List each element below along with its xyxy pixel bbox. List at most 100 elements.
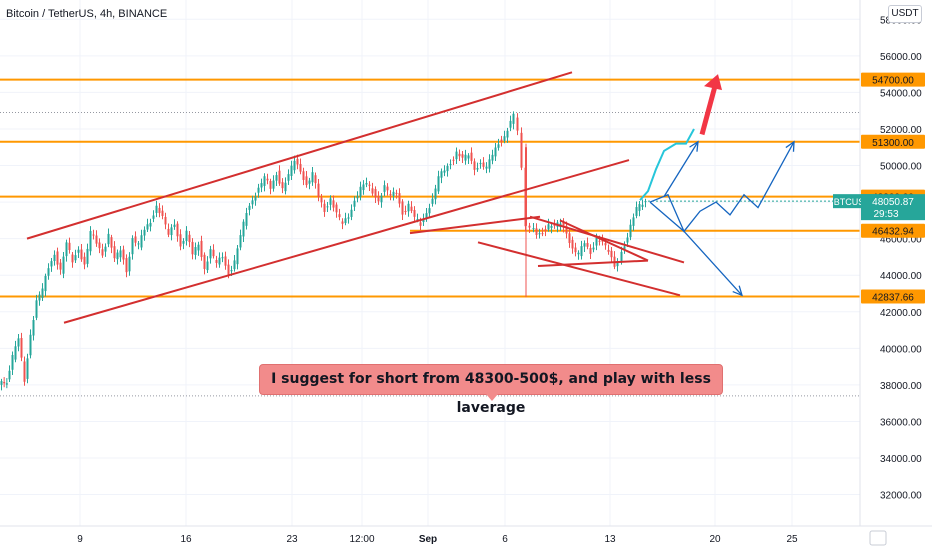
candle-body: [401, 201, 404, 215]
candle-body: [11, 354, 14, 370]
candle-body: [350, 209, 353, 217]
candle-body: [632, 217, 635, 226]
candle-body: [104, 246, 107, 252]
candle-body: [71, 254, 74, 263]
candle-body: [377, 196, 380, 202]
candle-body: [218, 257, 221, 265]
price-axis[interactable]: 32000.00 34000.00 36000.00 38000.00 40000.00…: [880, 15, 922, 501]
candle-body: [398, 193, 401, 204]
projection-arrow-head-icon: [732, 285, 744, 297]
candle-body: [404, 210, 407, 212]
candle-body: [215, 260, 218, 263]
candle-body: [616, 261, 619, 267]
y-tick-label: 42000.00: [880, 308, 922, 319]
projection-line: [649, 201, 743, 296]
levels-layer: [0, 78, 860, 397]
annotation-callout[interactable]: I suggest for short from 48300-500$, and…: [259, 364, 723, 416]
candle-body: [431, 198, 434, 204]
candle-body: [254, 196, 257, 201]
candle-body: [236, 248, 239, 265]
trend-lines-layer: [26, 71, 685, 324]
candle-body: [413, 210, 416, 217]
candle-body: [35, 300, 38, 318]
candle-body: [80, 249, 83, 260]
big-arrow-head-icon: [704, 74, 722, 91]
candle-body: [83, 256, 86, 265]
candle-body: [302, 171, 305, 180]
candle-body: [323, 203, 326, 212]
candle-body: [623, 246, 626, 250]
candle-body: [592, 247, 595, 250]
candle-body: [227, 264, 230, 275]
candle-body: [32, 320, 35, 336]
price-level-badge-label: 42837.66: [872, 292, 914, 303]
candle-body: [389, 194, 392, 196]
price-level-badge-label: 54700.00: [872, 76, 914, 87]
candle-body: [371, 188, 374, 194]
candle-body: [206, 261, 209, 271]
x-tick-label: 25: [786, 534, 798, 545]
y-tick-label: 40000.00: [880, 344, 922, 355]
x-tick-label: 9: [77, 534, 83, 545]
candle-body: [299, 163, 302, 172]
candle-body: [359, 186, 362, 197]
candle-body: [128, 256, 131, 272]
candle-body: [20, 338, 23, 358]
y-tick-label: 56000.00: [880, 52, 922, 63]
candle-body: [134, 236, 137, 243]
candle-body: [77, 249, 80, 253]
candle-body: [44, 275, 47, 292]
candle-body: [516, 117, 519, 131]
candle-body: [212, 249, 215, 257]
candle-body: [8, 370, 11, 380]
candle-body: [59, 262, 62, 270]
trend-line: [537, 259, 649, 268]
x-tick-label: Sep: [419, 534, 437, 545]
candle-body: [467, 155, 470, 159]
candle-body: [140, 235, 143, 248]
candle-body: [574, 247, 577, 253]
ticker-symbol-label: BTCUSDT: [834, 197, 877, 207]
countdown-label: 29:53: [873, 209, 898, 220]
price-level-badge-label: 51300.00: [872, 138, 914, 149]
candle-body: [395, 192, 398, 194]
candle-body: [251, 200, 254, 205]
candle-body: [197, 244, 200, 251]
candle-body: [233, 260, 236, 270]
candle-body: [512, 113, 515, 124]
candle-body: [329, 198, 332, 205]
candle-body: [50, 261, 53, 267]
candle-body: [170, 227, 173, 236]
y-tick-label: 36000.00: [880, 417, 922, 428]
trend-line: [559, 219, 649, 262]
trend-line: [26, 71, 573, 240]
candle-body: [320, 197, 323, 203]
candle-body: [29, 334, 32, 356]
candle-body: [65, 242, 68, 257]
candle-body: [473, 161, 476, 170]
currency-unit-button[interactable]: USDT: [888, 5, 922, 23]
candle-body: [365, 183, 368, 185]
y-tick-label: 44000.00: [880, 271, 922, 282]
time-axis[interactable]: 9 16 23 12:00 Sep 6 13 20 25: [77, 534, 798, 545]
candle-body: [383, 185, 386, 192]
candle-body: [110, 237, 113, 248]
symbol-title[interactable]: Bitcoin / TetherUS, 4h, BINANCE: [6, 8, 168, 20]
candle-body: [119, 250, 122, 258]
candle-body: [344, 218, 347, 224]
candle-body: [550, 226, 553, 228]
candle-body: [491, 154, 494, 161]
y-tick-label: 34000.00: [880, 454, 922, 465]
candle-body: [494, 147, 497, 157]
candle-body: [89, 231, 92, 252]
projection-arrow-head-icon: [785, 140, 795, 152]
candle-body: [23, 361, 26, 382]
candle-body: [374, 189, 377, 198]
candle-body: [224, 256, 227, 266]
candle-body: [272, 180, 275, 189]
candle-body: [440, 171, 443, 178]
candle-body: [98, 242, 101, 249]
candle-body: [149, 222, 152, 227]
y-tick-label: 50000.00: [880, 162, 922, 173]
